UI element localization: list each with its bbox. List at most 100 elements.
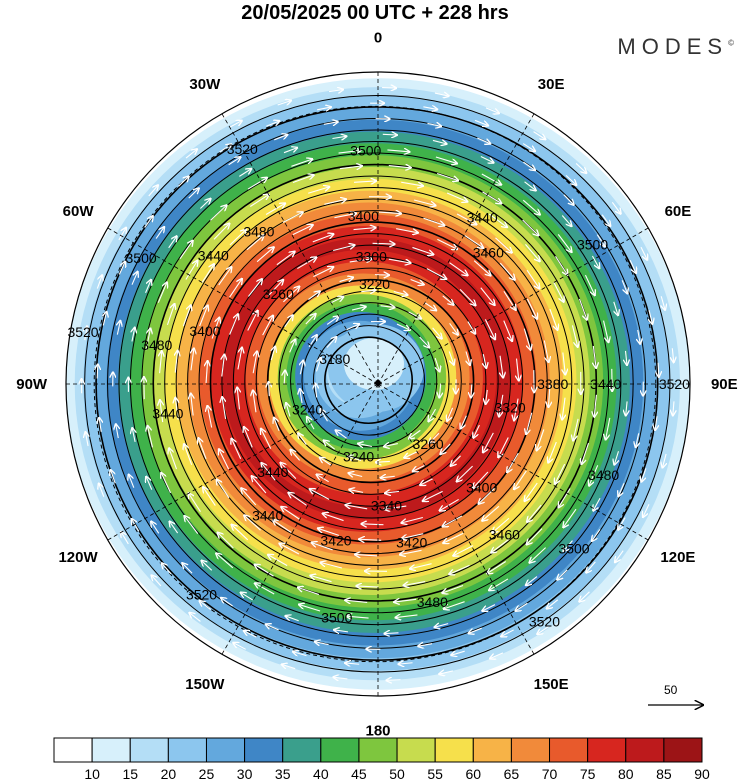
wind-vector bbox=[182, 563, 193, 574]
wind-vector bbox=[522, 199, 540, 214]
wind-vector bbox=[481, 173, 501, 185]
wind-vector bbox=[492, 517, 510, 532]
colorbar-label: 85 bbox=[656, 766, 672, 782]
wind-vector bbox=[266, 121, 279, 127]
wind-vector bbox=[614, 451, 618, 464]
wind-vector bbox=[606, 417, 611, 440]
wind-vector bbox=[157, 282, 167, 303]
wind-vector bbox=[399, 663, 413, 664]
wind-vector bbox=[146, 477, 153, 490]
wind-vector bbox=[442, 584, 464, 593]
colorbar-label: 55 bbox=[427, 766, 443, 782]
wind-vector bbox=[321, 563, 343, 569]
wind-vector bbox=[185, 149, 197, 159]
wind-vector bbox=[118, 228, 126, 241]
contour-label: 3240 bbox=[343, 448, 374, 464]
contour-label: 3520 bbox=[529, 614, 560, 630]
brand-name: MODES bbox=[617, 34, 729, 59]
wind-vector bbox=[222, 355, 225, 377]
wind-vector bbox=[288, 493, 307, 506]
wind-vector bbox=[601, 214, 610, 226]
wind-vector bbox=[514, 398, 519, 421]
wind-vector bbox=[312, 234, 334, 243]
wind-vector bbox=[168, 236, 177, 249]
height-contour bbox=[164, 175, 585, 590]
wind-vector bbox=[555, 463, 566, 484]
height-contour bbox=[198, 210, 548, 555]
colorbar-label: 65 bbox=[504, 766, 520, 782]
wind-vector bbox=[339, 166, 362, 169]
wind-vector bbox=[649, 310, 652, 324]
contour-label: 3220 bbox=[359, 276, 390, 292]
wind-vector bbox=[629, 259, 636, 273]
reference-vector-label: 50 bbox=[664, 683, 678, 697]
lon-label: 180 bbox=[365, 722, 390, 739]
wind-vector bbox=[524, 181, 536, 191]
wind-vector bbox=[323, 122, 338, 124]
wind-vector bbox=[273, 520, 292, 533]
wind-vector bbox=[499, 394, 504, 417]
wind-vector bbox=[280, 544, 300, 555]
wind-vector bbox=[527, 504, 542, 522]
wind-vector bbox=[498, 437, 509, 458]
wind-vector bbox=[300, 361, 303, 375]
wind-vector bbox=[423, 217, 444, 225]
contour-label: 3340 bbox=[371, 497, 402, 513]
wind-vector bbox=[339, 277, 353, 281]
colorbar-box bbox=[549, 737, 589, 763]
wind-vector bbox=[189, 493, 201, 513]
wind-vector bbox=[144, 216, 153, 228]
wind-vector bbox=[394, 599, 417, 602]
wind-vector bbox=[310, 576, 332, 583]
wind-vector bbox=[466, 351, 470, 364]
colorbar-label: 10 bbox=[84, 766, 100, 782]
height-contour bbox=[209, 221, 536, 543]
height-contour bbox=[118, 129, 634, 637]
wind-vector bbox=[286, 616, 299, 622]
wind-vector bbox=[121, 532, 129, 545]
wind-vector bbox=[404, 451, 418, 458]
contour-label: 3460 bbox=[489, 527, 520, 543]
wind-vector bbox=[474, 119, 488, 125]
wind-vector bbox=[484, 319, 495, 339]
wind-vector bbox=[516, 602, 528, 611]
meridian-line bbox=[377, 227, 649, 385]
wind-vector bbox=[336, 430, 348, 440]
wind-vector bbox=[218, 267, 232, 286]
wind-vector bbox=[480, 155, 494, 162]
wind-vector bbox=[155, 227, 164, 239]
wind-vector bbox=[179, 241, 193, 260]
lon-label: 120E bbox=[660, 549, 695, 566]
wind-vector bbox=[129, 475, 135, 488]
wind-vector bbox=[482, 604, 496, 611]
wind-vector bbox=[432, 140, 447, 143]
colorbar-box bbox=[396, 737, 436, 763]
wind-vector bbox=[423, 107, 437, 110]
colorbar-label: 50 bbox=[389, 766, 405, 782]
wind-vector bbox=[387, 150, 409, 152]
wind-vector bbox=[495, 237, 511, 253]
wind-vector bbox=[381, 476, 395, 477]
wind-vector bbox=[255, 565, 274, 577]
height-contour bbox=[290, 302, 450, 460]
wind-vector bbox=[317, 107, 331, 110]
pole-marker bbox=[374, 379, 382, 387]
wind-vector bbox=[673, 401, 674, 415]
wind-vector bbox=[160, 351, 162, 374]
colorbar-label: 45 bbox=[351, 766, 367, 782]
wind-vector bbox=[467, 321, 475, 334]
wind-vector bbox=[388, 166, 411, 168]
wind-vector bbox=[451, 651, 465, 655]
wind-vector bbox=[557, 234, 571, 252]
colorbar-box bbox=[510, 737, 551, 763]
contour-label: 3400 bbox=[189, 323, 220, 339]
wind-vector bbox=[641, 468, 647, 481]
wind-vector bbox=[229, 279, 242, 298]
contour-label: 3260 bbox=[413, 436, 444, 452]
wind-vector bbox=[662, 453, 666, 468]
contour-label: 3520 bbox=[186, 586, 217, 602]
contour-label: 3400 bbox=[348, 208, 379, 224]
wind-vector bbox=[345, 600, 368, 602]
wind-vector bbox=[437, 238, 457, 249]
wind-vector bbox=[589, 465, 599, 485]
